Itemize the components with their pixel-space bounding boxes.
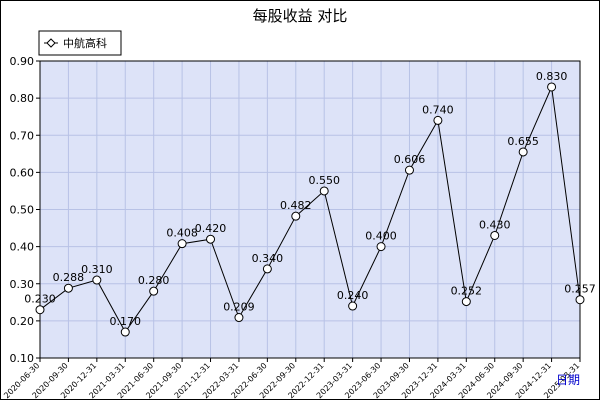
data-label: 0.400 [365, 230, 397, 243]
data-point [92, 275, 102, 285]
data-label: 0.288 [53, 271, 85, 284]
data-point [291, 211, 301, 221]
series-line [39, 85, 581, 333]
data-point [490, 230, 500, 240]
series-markers [35, 82, 585, 337]
data-label: 0.430 [479, 218, 511, 231]
chart-title: 每股收益 对比 [253, 7, 348, 25]
plot-border [39, 60, 581, 359]
data-label: 0.550 [308, 174, 340, 187]
data-label: 0.240 [337, 289, 369, 302]
data-point [262, 264, 272, 274]
data-label: 0.230 [24, 293, 56, 306]
data-point [63, 283, 73, 293]
data-label: 0.170 [110, 315, 142, 328]
series-line-path [39, 85, 581, 333]
data-point [177, 239, 187, 249]
data-label: 0.209 [223, 301, 255, 314]
data-point [319, 186, 329, 196]
legend-marker-icon [46, 38, 56, 48]
data-label: 0.482 [280, 199, 312, 212]
data-label: 0.420 [195, 222, 227, 235]
data-label: 0.252 [451, 285, 483, 298]
data-label: 0.606 [394, 153, 426, 166]
legend-label: 中航高科 [63, 36, 107, 50]
data-point [120, 327, 130, 337]
grid-lines [39, 60, 581, 359]
y-tick-label: 0.90 [10, 55, 35, 68]
y-tick-label: 0.40 [10, 241, 35, 254]
data-point [575, 295, 585, 305]
data-point [518, 147, 528, 157]
data-label: 0.655 [507, 135, 539, 148]
data-point [348, 301, 358, 311]
x-axis-label: 日期 [556, 373, 580, 387]
data-label: 0.740 [422, 103, 454, 116]
data-point [35, 305, 45, 315]
data-point [404, 165, 414, 175]
y-tick-label: 0.80 [10, 92, 35, 105]
data-label: 0.280 [138, 274, 170, 287]
data-point [433, 115, 443, 125]
y-tick-label: 0.60 [10, 166, 35, 179]
data-label: 0.830 [536, 70, 568, 83]
data-point [149, 286, 159, 296]
y-tick-label: 0.70 [10, 129, 35, 142]
data-point [376, 242, 386, 252]
data-label: 0.408 [166, 227, 198, 240]
y-tick-label: 0.30 [10, 278, 35, 291]
data-label: 0.310 [81, 263, 113, 276]
y-tick-label: 0.20 [10, 315, 35, 328]
data-label: 0.340 [252, 252, 284, 265]
data-label: 0.257 [564, 283, 596, 296]
data-point [547, 82, 557, 92]
data-point [461, 297, 471, 307]
legend: 中航高科 [38, 30, 122, 56]
data-point [234, 313, 244, 323]
data-point [206, 234, 216, 244]
y-tick-label: 0.10 [10, 352, 35, 365]
y-tick-label: 0.50 [10, 204, 35, 217]
